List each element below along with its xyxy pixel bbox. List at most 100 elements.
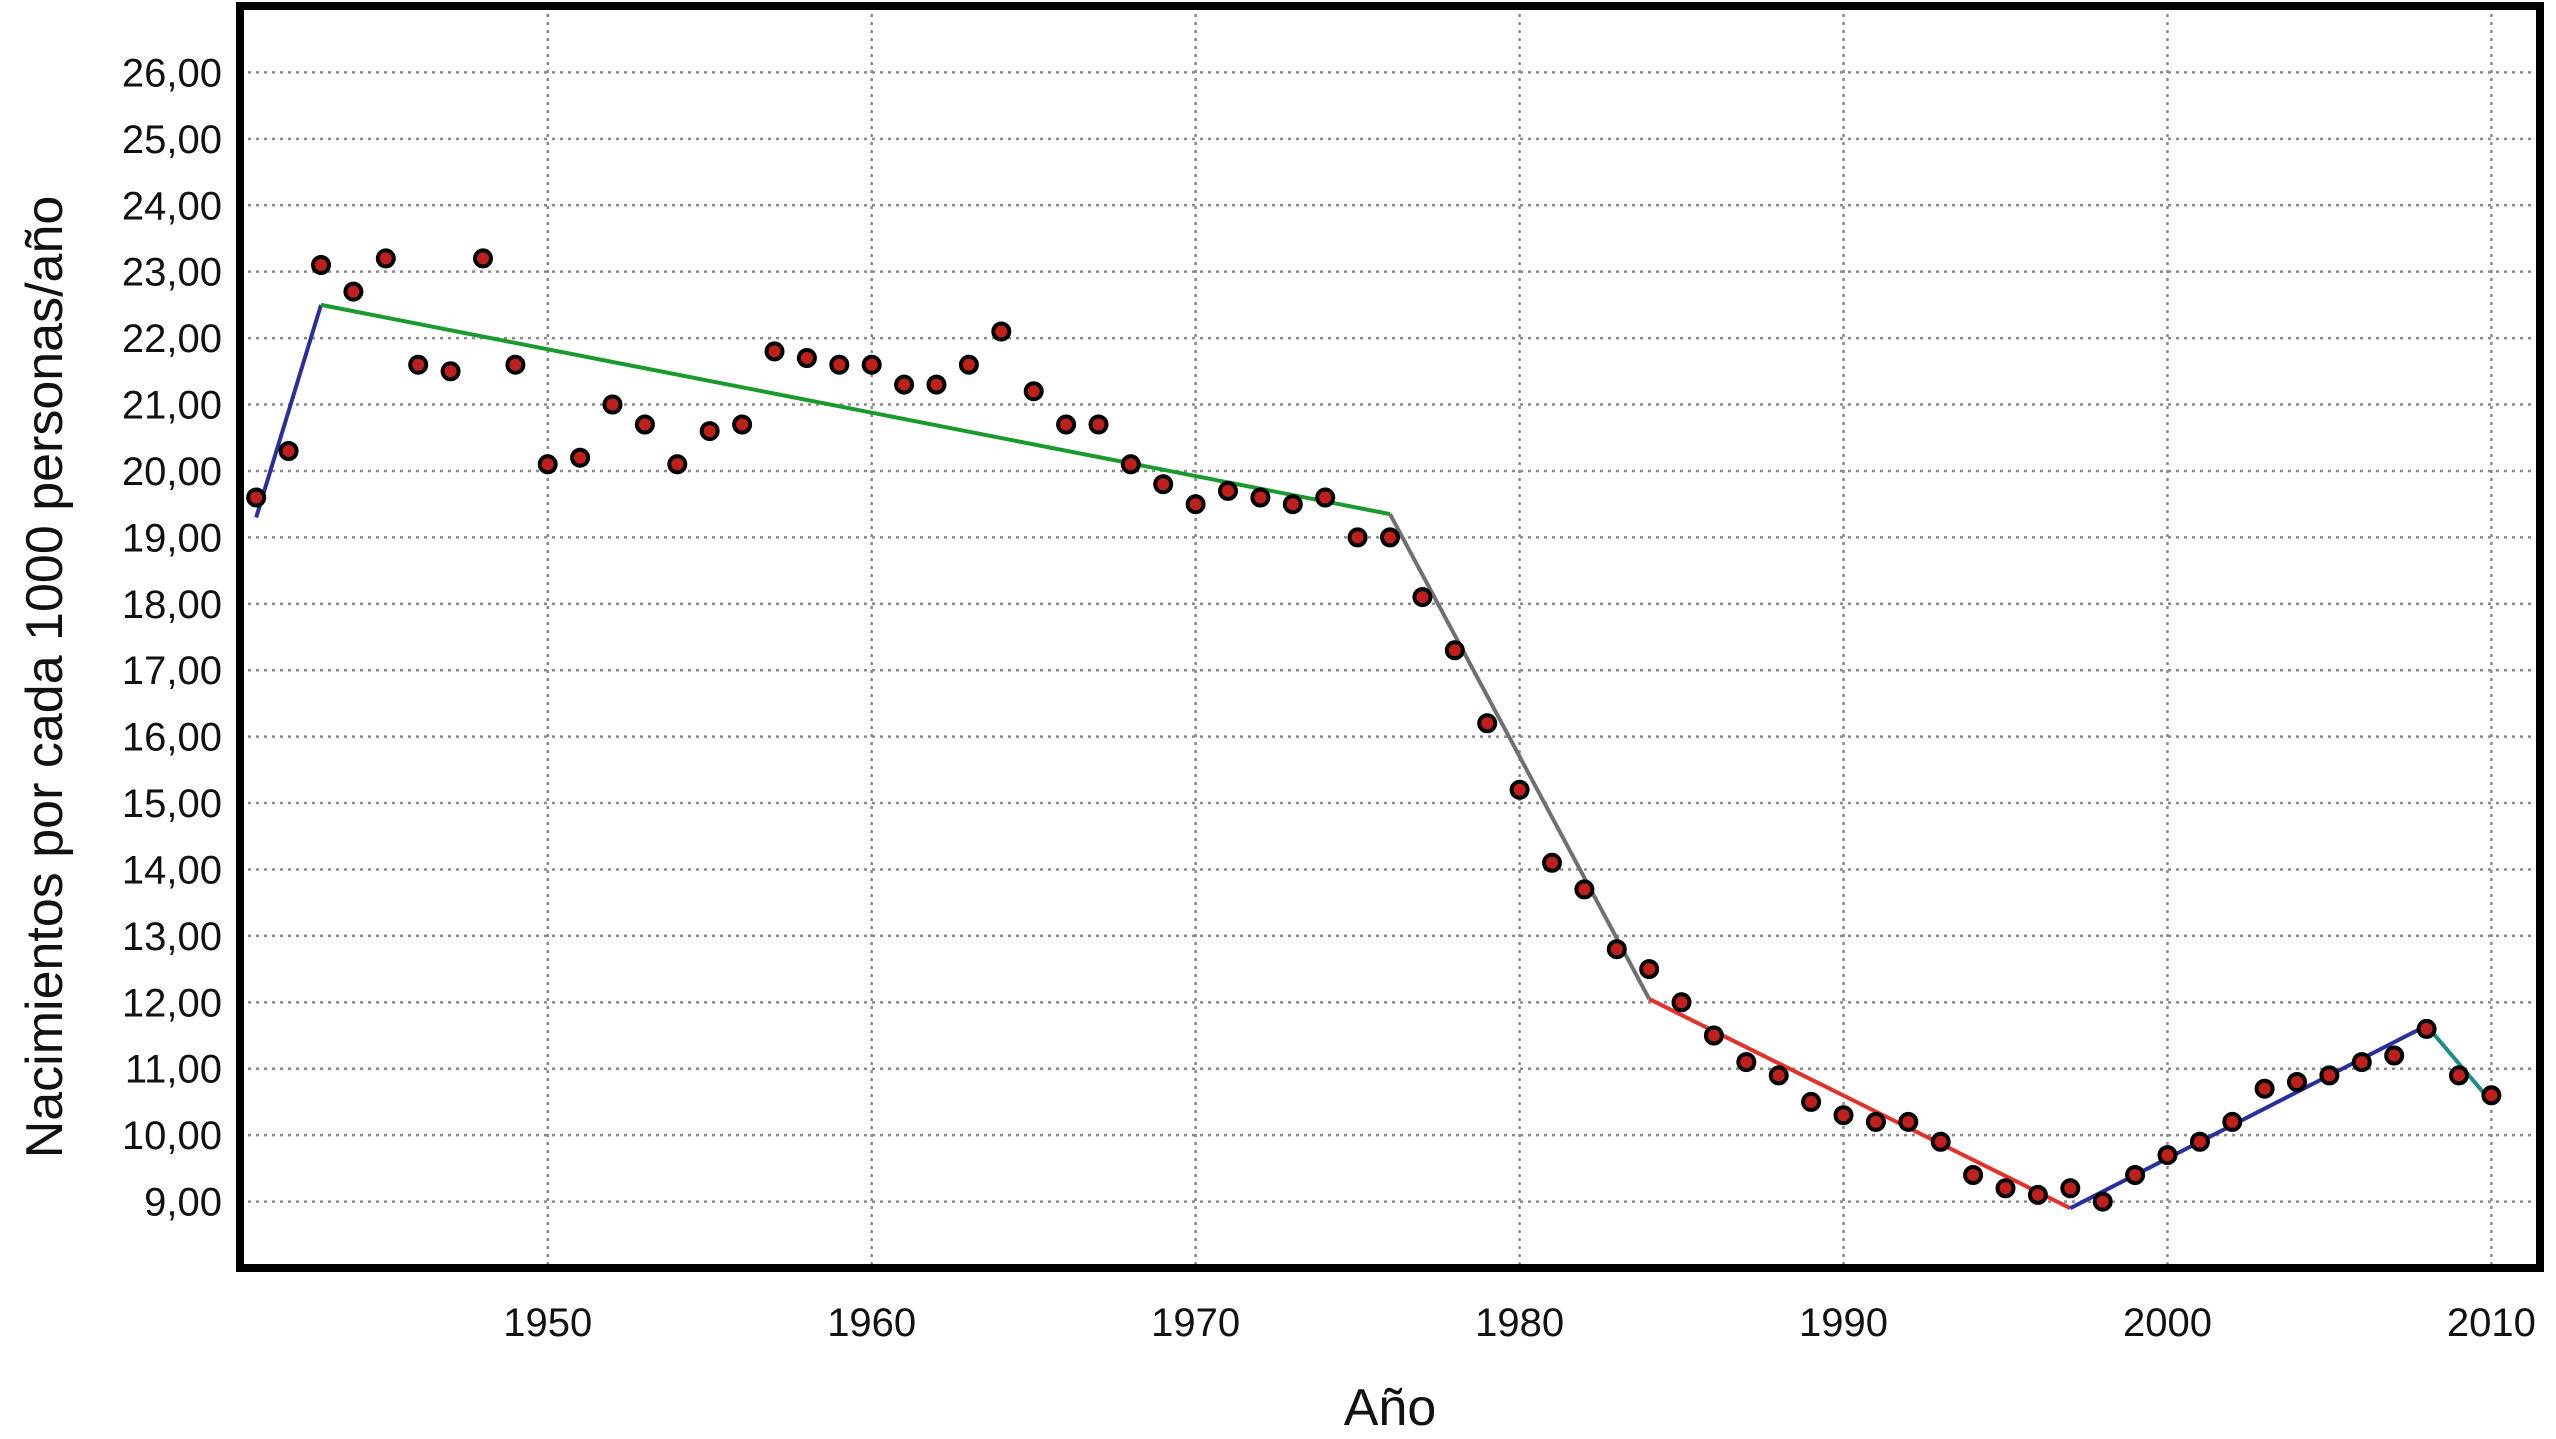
data-point xyxy=(2351,1052,2372,1073)
y-tick-label: 19,00 xyxy=(122,516,222,560)
x-tick-label: 2010 xyxy=(2447,1301,2536,1345)
data-point xyxy=(2481,1085,2502,1106)
x-tick-label: 1970 xyxy=(1151,1301,1240,1345)
data-point xyxy=(2416,1018,2437,1039)
y-tick-label: 16,00 xyxy=(122,716,222,760)
data-point xyxy=(1282,494,1303,515)
data-point xyxy=(634,414,655,435)
y-tick-label: 22,00 xyxy=(122,317,222,361)
data-point xyxy=(440,361,461,382)
plot-frame xyxy=(236,2,2544,1272)
x-tick-label: 1980 xyxy=(1475,1301,1564,1345)
y-axis-ticks: 9,00 10,00 11,00 12,00 13,00 14,00 15,00 16,00 1… xyxy=(122,51,222,1224)
data-point xyxy=(1056,414,1077,435)
data-point xyxy=(2384,1045,2405,1066)
data-point xyxy=(2060,1178,2081,1199)
y-tick-label: 14,00 xyxy=(122,848,222,892)
x-tick-label: 1960 xyxy=(827,1301,916,1345)
y-tick-label: 17,00 xyxy=(122,649,222,693)
data-point xyxy=(2092,1191,2113,1212)
data-point xyxy=(2319,1065,2340,1086)
data-point xyxy=(1120,454,1141,475)
y-tick-label: 23,00 xyxy=(122,251,222,295)
grid xyxy=(240,6,2540,1268)
y-tick-label: 12,00 xyxy=(122,981,222,1025)
data-point xyxy=(375,248,396,269)
y-tick-label: 25,00 xyxy=(122,118,222,162)
data-point xyxy=(473,248,493,269)
data-point xyxy=(1639,959,1660,980)
data-point xyxy=(2157,1145,2178,1166)
data-point xyxy=(343,281,364,302)
data-point xyxy=(829,354,850,375)
x-tick-label: 1950 xyxy=(503,1301,592,1345)
data-point xyxy=(1833,1105,1854,1126)
data-point xyxy=(1930,1131,1951,1152)
data-point xyxy=(1315,487,1336,508)
fit-line-segment xyxy=(254,304,323,518)
data-point xyxy=(1088,414,1109,435)
data-point xyxy=(1153,474,1174,495)
data-point xyxy=(1865,1111,1886,1132)
fit-line-segment xyxy=(2425,1024,2493,1104)
data-point xyxy=(1023,381,1044,402)
y-tick-label: 24,00 xyxy=(122,184,222,228)
data-point xyxy=(1444,640,1465,661)
data-point xyxy=(2287,1072,2307,1092)
data-point xyxy=(246,487,267,508)
data-points xyxy=(246,248,2502,1212)
data-point xyxy=(2189,1131,2210,1152)
data-point xyxy=(2449,1065,2469,1086)
y-tick-label: 9,00 xyxy=(144,1181,222,1225)
data-point xyxy=(1606,939,1627,960)
data-point xyxy=(926,374,947,395)
data-point xyxy=(1477,713,1498,734)
y-tick-label: 10,00 xyxy=(122,1114,222,1158)
data-point xyxy=(796,348,817,368)
data-point xyxy=(2222,1111,2243,1132)
data-point xyxy=(1509,779,1530,800)
x-axis-ticks: 1950 1960 1970 1980 1990 2000 2010 xyxy=(503,1301,2536,1345)
data-point xyxy=(311,255,331,275)
data-point xyxy=(1995,1178,2016,1199)
fit-line-segment xyxy=(320,302,1391,517)
y-tick-label: 13,00 xyxy=(122,915,222,959)
data-point xyxy=(2254,1078,2275,1099)
data-point xyxy=(1963,1165,1984,1185)
y-tick-label: 20,00 xyxy=(122,450,222,494)
data-point xyxy=(667,454,688,475)
data-point xyxy=(1347,527,1368,548)
data-point xyxy=(408,354,429,375)
y-tick-label: 15,00 xyxy=(122,782,222,826)
data-point xyxy=(1574,879,1595,900)
fit-line-segment xyxy=(1388,513,1651,1000)
data-point xyxy=(861,354,882,375)
data-point xyxy=(2125,1165,2146,1185)
y-tick-label: 21,00 xyxy=(122,384,222,428)
data-point xyxy=(570,447,591,468)
data-point xyxy=(1412,587,1433,608)
data-point xyxy=(1185,494,1206,515)
x-tick-label: 1990 xyxy=(1799,1301,1888,1345)
data-point xyxy=(1671,992,1692,1013)
data-point xyxy=(1801,1091,1822,1112)
y-tick-label: 26,00 xyxy=(122,51,222,95)
data-point xyxy=(1703,1025,1724,1046)
data-point xyxy=(1250,487,1271,508)
x-axis-title: Año xyxy=(1344,1379,1437,1437)
data-point xyxy=(1542,852,1562,873)
data-point xyxy=(1898,1111,1919,1132)
data-point xyxy=(505,354,526,375)
data-point xyxy=(699,421,720,442)
data-point xyxy=(1768,1065,1789,1086)
data-point xyxy=(1380,527,1400,548)
data-point xyxy=(1218,480,1238,501)
y-axis-title: Nacimientos por cada 1000 personas/año xyxy=(16,196,74,1159)
y-tick-label: 18,00 xyxy=(122,583,222,627)
data-point xyxy=(894,374,915,395)
data-point xyxy=(537,454,558,475)
data-point xyxy=(732,414,753,435)
data-point xyxy=(958,354,979,375)
data-point xyxy=(278,441,299,461)
